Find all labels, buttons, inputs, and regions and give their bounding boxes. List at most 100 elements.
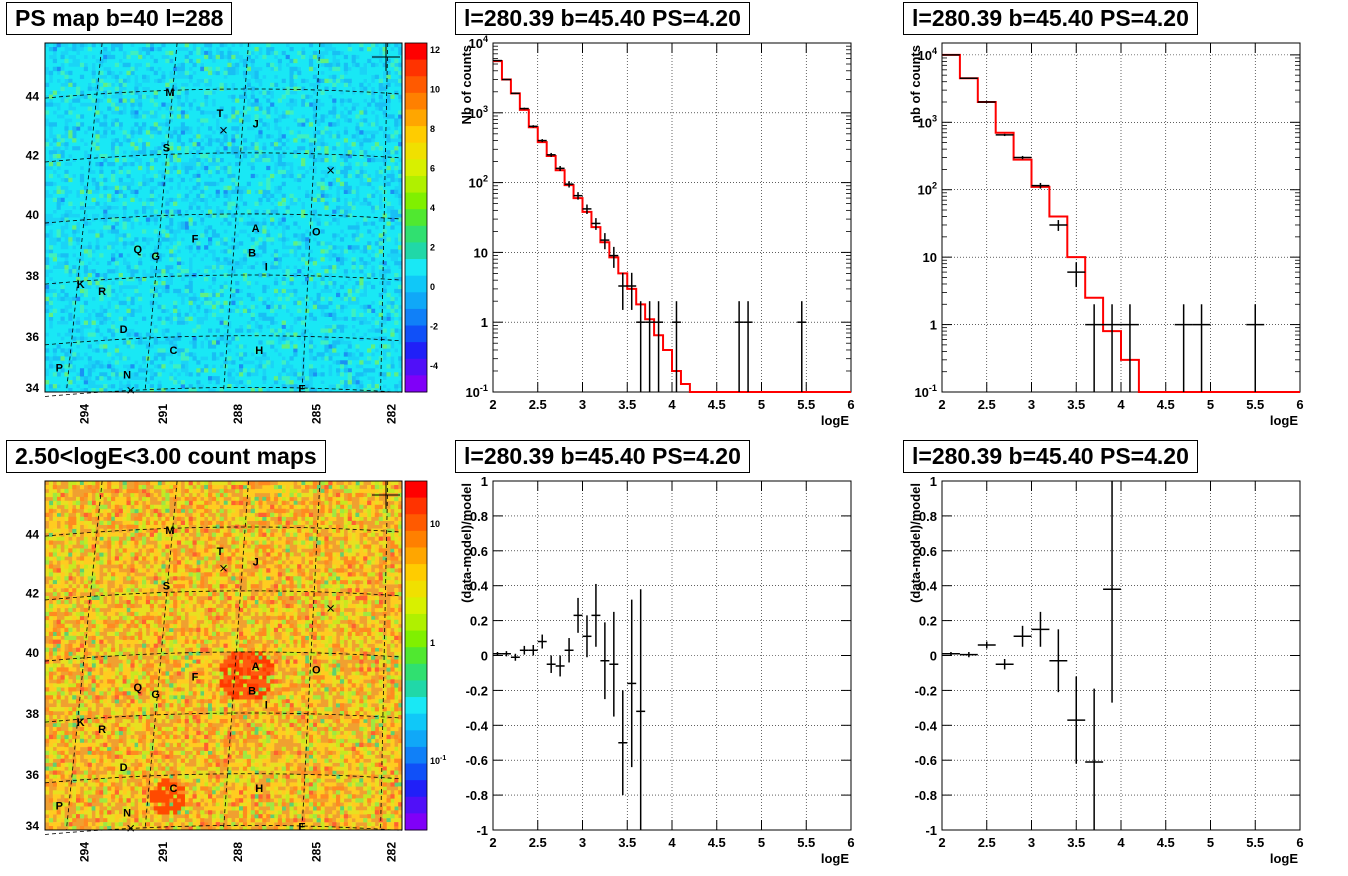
colorbar-segment [405, 780, 427, 798]
x-tick-label: 4.5 [1157, 835, 1175, 850]
source-label-c: C [170, 783, 178, 795]
lat-tick-label: 34 [26, 381, 40, 395]
y-tick-label: 1 [481, 474, 488, 489]
x-tick-label: 4 [668, 397, 676, 412]
y-axis-label: Nb of counts [459, 45, 474, 124]
y-tick-label: -0.2 [466, 683, 488, 698]
target-marker [220, 564, 227, 572]
source-label-e: E [298, 384, 305, 396]
source-label-i: I [265, 699, 268, 711]
lat-tick-label: 38 [26, 269, 40, 283]
colorbar-tick-label: 12 [430, 45, 440, 55]
x-tick-label: 3 [579, 397, 586, 412]
colorbar-frame [404, 42, 428, 393]
source-label-n: N [123, 370, 131, 382]
colorbar-segment [405, 663, 427, 681]
colorbar-segment [405, 92, 427, 110]
y-axis-label: (data-model)/model [908, 483, 923, 603]
source-label-f: F [192, 671, 199, 683]
lon-tick-label: 282 [384, 842, 398, 862]
x-tick-label: 3.5 [618, 835, 636, 850]
latitude-line [44, 651, 403, 662]
y-tick-label: 10-1 [914, 383, 937, 400]
x-axis-label: logE [1270, 851, 1298, 866]
y-tick-label: -0.8 [466, 788, 488, 803]
ps_map-pixels [45, 43, 403, 393]
y-tick-label: -0.4 [466, 718, 489, 733]
colorbar-segment [405, 225, 427, 243]
colorbar-segment [405, 209, 427, 227]
lon-tick-label: 294 [77, 842, 91, 862]
x-tick-label: 5 [758, 835, 765, 850]
colorbar-segment [405, 763, 427, 781]
colorbar-segment [405, 530, 427, 548]
latitude-line [44, 712, 403, 723]
x-tick-label: 5.5 [797, 835, 815, 850]
colorbar-segment [405, 713, 427, 731]
lon-tick-label: 291 [156, 842, 170, 862]
colorbar-segment [405, 342, 427, 360]
colorbar-frame [404, 480, 428, 831]
lon-tick-label: 282 [384, 404, 398, 424]
colorbar-segment [405, 514, 427, 532]
y-tick-label: 0 [930, 649, 937, 664]
lat-tick-label: 40 [26, 646, 40, 660]
longitude-line [144, 480, 178, 831]
source-label-n: N [123, 808, 131, 820]
source-label-s: S [163, 143, 170, 155]
colorbar-segment [405, 630, 427, 648]
latitude-line [44, 274, 403, 285]
latitude-line [44, 526, 403, 537]
count_map-pixels [45, 481, 403, 831]
lon-tick-label: 285 [309, 842, 323, 862]
y-tick-label: 0.6 [919, 544, 937, 559]
x-tick-label: 4.5 [708, 397, 726, 412]
longitude-line [66, 42, 103, 393]
y-tick-label: 0.8 [919, 509, 937, 524]
x-tick-label: 5.5 [1246, 835, 1264, 850]
source-label-q: Q [134, 682, 143, 694]
latitude-line [44, 213, 403, 224]
source-label-k: K [77, 717, 85, 729]
res-right-title: l=280.39 b=45.40 PS=4.20 [903, 440, 1198, 473]
y-tick-label: -0.8 [915, 788, 937, 803]
colorbar-segment [405, 647, 427, 665]
colorbar-segment [405, 192, 427, 210]
ps_map-frame [44, 42, 403, 393]
source-label-e: E [298, 822, 305, 834]
lat-tick-label: 36 [26, 330, 40, 344]
lon-tick-label: 294 [77, 404, 91, 424]
latitude-line [44, 590, 403, 601]
y-tick-label: -0.4 [915, 718, 938, 733]
source-label-s: S [163, 581, 170, 593]
count_map-frame [44, 480, 403, 831]
lat-tick-label: 34 [26, 819, 40, 833]
source-label-t: T [217, 108, 224, 120]
x-tick-label: 2.5 [529, 397, 547, 412]
ps_map-pixels [45, 43, 403, 393]
x-tick-label: 3 [1028, 397, 1035, 412]
source-label-j: J [253, 556, 259, 568]
ps-map-title: PS map b=40 l=288 [6, 2, 233, 35]
colorbar-segment [405, 126, 427, 144]
y-tick-label: -1 [925, 823, 937, 838]
x-tick-label: 6 [847, 835, 854, 850]
source-label-r: R [98, 286, 106, 298]
colorbar-tick-label: -4 [430, 361, 438, 371]
x-tick-label: 6 [1296, 397, 1303, 412]
colorbar-tick-label: 10-1 [430, 755, 446, 766]
x-tick-label: 5 [1207, 835, 1214, 850]
colorbar-segment [405, 796, 427, 814]
source-label-o: O [312, 226, 321, 238]
colorbar-tick-label: 2 [430, 242, 435, 252]
source-label-g: G [151, 689, 160, 701]
source-label-h: H [255, 783, 263, 795]
y-tick-label: 1 [481, 315, 488, 330]
y-tick-label: 0.8 [470, 509, 488, 524]
source-label-k: K [77, 279, 85, 291]
y-tick-label: 10 [474, 245, 488, 260]
x-tick-label: 6 [847, 397, 854, 412]
colorbar-segment [405, 159, 427, 177]
